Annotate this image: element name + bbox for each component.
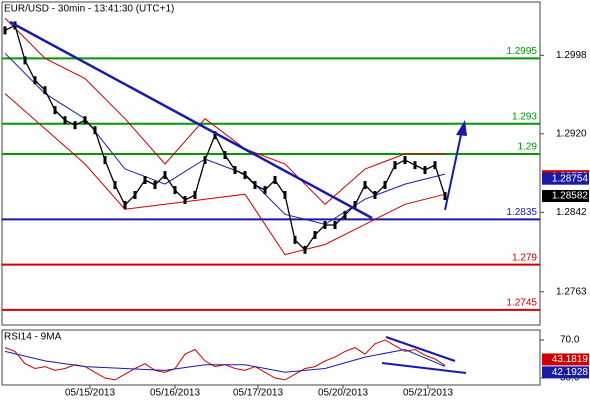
chart-title: EUR/USD - 30min - 13:41:30 (UTC+1): [4, 4, 174, 15]
candle: [183, 196, 187, 205]
candle: [53, 106, 57, 115]
candle: [443, 192, 447, 201]
candle: [93, 126, 97, 135]
candle: [373, 190, 377, 199]
candle: [133, 190, 137, 199]
x-tick-label: 05/21/2013: [403, 388, 453, 399]
rsi-box: [542, 353, 589, 366]
level-label: 1.2745: [506, 298, 537, 309]
candle: [123, 200, 127, 209]
level-label: 1.29: [518, 142, 538, 153]
rsi-title: RSI14 - 9MA: [4, 332, 62, 343]
y-tick-label: 1.2763: [556, 286, 587, 297]
level-label: 1.279: [512, 252, 537, 263]
candle: [143, 176, 147, 185]
candle: [313, 230, 317, 239]
y-tick-label: 1.2920: [556, 128, 587, 139]
candle: [323, 220, 327, 229]
candle: [223, 151, 227, 160]
candle: [243, 171, 247, 180]
x-tick-label: 05/20/2013: [318, 388, 368, 399]
rsi-trend-line: [381, 362, 467, 374]
rsi-box-label: 42.1928: [552, 367, 589, 378]
candle: [293, 235, 297, 244]
candle: [203, 156, 207, 165]
candle: [283, 190, 287, 199]
candle: [63, 116, 67, 125]
candle: [403, 156, 407, 165]
rsi-box: [542, 366, 589, 379]
candle: [3, 26, 7, 35]
candle: [433, 161, 437, 170]
candle: [263, 186, 267, 195]
candle: [333, 220, 337, 229]
candle: [193, 190, 197, 199]
candle: [43, 86, 47, 95]
candle: [23, 56, 27, 65]
price-box: [542, 190, 589, 203]
candle: [163, 171, 167, 180]
candle: [303, 245, 307, 254]
candle: [113, 181, 117, 190]
candle: [103, 156, 107, 165]
candle: [213, 131, 217, 140]
arrow: [444, 129, 463, 211]
candle: [393, 161, 397, 170]
rsi-box-label: 43.1819: [552, 354, 589, 365]
price-box-label: 1.28582: [552, 191, 589, 202]
level-label: 1.2995: [506, 46, 537, 57]
candle: [343, 210, 347, 219]
candle: [173, 186, 177, 195]
band-line: [4, 93, 446, 256]
candle: [413, 161, 417, 170]
band-line: [4, 17, 445, 205]
rsi-panel: [1, 329, 541, 386]
candle: [423, 166, 427, 175]
price-box: [542, 172, 589, 185]
candle: [383, 181, 387, 190]
trend-line: [9, 20, 373, 220]
candle: [233, 166, 237, 175]
candle: [73, 121, 77, 130]
x-tick-label: 05/16/2013: [150, 388, 200, 399]
x-tick-label: 05/15/2013: [65, 388, 115, 399]
y-tick-label: 1.2998: [556, 50, 587, 61]
candle: [153, 181, 157, 190]
y-tick-label: 1.2842: [556, 207, 587, 218]
candle: [33, 76, 37, 85]
band-line: [4, 52, 446, 225]
candle: [83, 116, 87, 125]
rsi-trend-line: [385, 336, 456, 362]
candle: [363, 181, 367, 190]
candle: [273, 176, 277, 185]
price-box-label: 1.28754: [552, 173, 589, 184]
rsi-tick-label: 70.0: [560, 335, 580, 346]
arrow-head: [456, 120, 467, 136]
level-label: 1.2835: [506, 207, 537, 218]
level-label: 1.293: [512, 111, 537, 122]
rsi-line: [4, 348, 446, 373]
candle: [253, 181, 257, 190]
candle: [353, 200, 357, 209]
x-tick-label: 05/17/2013: [233, 388, 283, 399]
